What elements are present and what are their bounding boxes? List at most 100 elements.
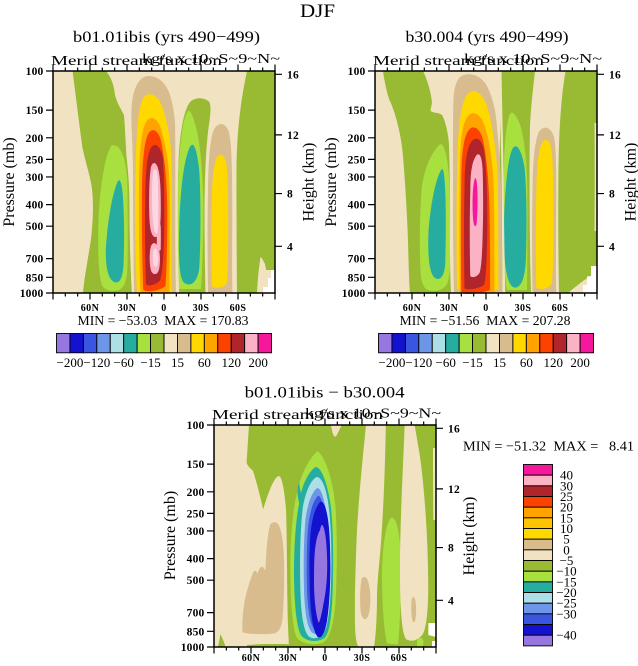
- svg-text:−30: −30: [556, 606, 576, 621]
- svg-text:30S: 30S: [515, 303, 532, 314]
- svg-text:500: 500: [26, 221, 44, 233]
- svg-text:500: 500: [187, 575, 205, 587]
- svg-text:4: 4: [287, 241, 293, 253]
- svg-text:Height (km): Height (km): [461, 497, 478, 576]
- svg-text:Pressure (mb): Pressure (mb): [162, 491, 179, 580]
- svg-text:Height (km): Height (km): [623, 143, 638, 222]
- svg-text:1000: 1000: [342, 288, 366, 300]
- svg-text:400: 400: [26, 200, 44, 212]
- svg-text:MIN = −53.03 MAX = 170.83: MIN = −53.03 MAX = 170.83: [78, 314, 249, 329]
- svg-text:−40: −40: [556, 628, 576, 643]
- svg-text:200: 200: [26, 133, 44, 145]
- svg-text:kg/s x 10~S~9~N~: kg/s x 10~S~9~N~: [142, 52, 281, 67]
- svg-text:60N: 60N: [242, 653, 261, 664]
- svg-text:16: 16: [287, 69, 299, 81]
- svg-text:8: 8: [287, 189, 293, 201]
- svg-text:100: 100: [26, 66, 44, 78]
- svg-text:100: 100: [348, 66, 366, 78]
- svg-text:0: 0: [161, 303, 166, 314]
- svg-text:150: 150: [26, 105, 44, 117]
- svg-text:MIN = −51.56 MAX = 207.28: MIN = −51.56 MAX = 207.28: [400, 314, 571, 329]
- svg-text:−200: −200: [379, 355, 406, 370]
- svg-text:Pressure (mb): Pressure (mb): [323, 137, 340, 226]
- svg-text:−120: −120: [405, 355, 432, 370]
- svg-text:850: 850: [348, 272, 366, 284]
- svg-text:700: 700: [187, 608, 205, 620]
- svg-text:150: 150: [187, 459, 205, 471]
- svg-text:60N: 60N: [81, 303, 100, 314]
- svg-text:−5: −5: [560, 553, 574, 568]
- svg-text:60N: 60N: [403, 303, 422, 314]
- svg-text:4: 4: [448, 595, 454, 607]
- svg-text:Pressure (mb): Pressure (mb): [1, 137, 18, 226]
- svg-text:−15: −15: [462, 355, 482, 370]
- svg-text:60: 60: [520, 355, 533, 370]
- svg-text:−15: −15: [140, 355, 160, 370]
- svg-text:30: 30: [560, 478, 573, 493]
- svg-text:20: 20: [560, 500, 573, 515]
- svg-text:−10: −10: [556, 564, 576, 579]
- svg-text:15: 15: [171, 355, 184, 370]
- svg-text:300: 300: [26, 172, 44, 184]
- svg-text:−120: −120: [83, 355, 110, 370]
- svg-text:12: 12: [609, 130, 621, 142]
- svg-text:250: 250: [348, 154, 366, 166]
- svg-text:30N: 30N: [118, 303, 137, 314]
- svg-text:60S: 60S: [391, 653, 408, 664]
- svg-text:60S: 60S: [230, 303, 247, 314]
- svg-text:500: 500: [348, 221, 366, 233]
- svg-text:700: 700: [26, 254, 44, 266]
- svg-text:kg/s x 10~S~9~N~: kg/s x 10~S~9~N~: [464, 52, 603, 67]
- svg-text:12: 12: [287, 130, 299, 142]
- svg-text:4: 4: [609, 241, 615, 253]
- svg-text:120: 120: [221, 355, 241, 370]
- svg-text:850: 850: [26, 272, 44, 284]
- svg-text:250: 250: [187, 508, 205, 520]
- svg-text:5: 5: [563, 532, 570, 547]
- svg-text:−200: −200: [57, 355, 84, 370]
- svg-text:300: 300: [187, 526, 205, 538]
- svg-text:60S: 60S: [552, 303, 569, 314]
- svg-text:200: 200: [570, 355, 590, 370]
- svg-text:16: 16: [448, 423, 460, 435]
- svg-text:700: 700: [348, 254, 366, 266]
- svg-text:150: 150: [348, 105, 366, 117]
- svg-text:16: 16: [609, 69, 621, 81]
- svg-text:200: 200: [187, 487, 205, 499]
- svg-text:850: 850: [187, 626, 205, 638]
- svg-text:25: 25: [560, 489, 573, 504]
- svg-text:Height (km): Height (km): [301, 143, 318, 222]
- svg-text:b01.01ibis − b30.004: b01.01ibis − b30.004: [245, 385, 405, 402]
- svg-text:250: 250: [26, 154, 44, 166]
- svg-text:60: 60: [198, 355, 211, 370]
- svg-text:12: 12: [448, 484, 460, 496]
- svg-text:kg/s x 10~S~9~N~: kg/s x 10~S~9~N~: [305, 407, 442, 422]
- svg-text:200: 200: [348, 133, 366, 145]
- svg-text:Merid stream function: Merid stream function: [373, 54, 544, 69]
- svg-text:15: 15: [560, 510, 573, 525]
- svg-text:0: 0: [483, 303, 488, 314]
- svg-text:−15: −15: [556, 574, 576, 589]
- svg-text:1000: 1000: [20, 288, 44, 300]
- svg-text:0: 0: [563, 542, 570, 557]
- svg-text:Merid stream function: Merid stream function: [212, 408, 383, 423]
- svg-text:DJF: DJF: [300, 1, 335, 22]
- svg-text:400: 400: [348, 200, 366, 212]
- svg-text:−20: −20: [556, 585, 576, 600]
- svg-text:30S: 30S: [354, 653, 371, 664]
- svg-text:b01.01ibis (yrs 490−499): b01.01ibis (yrs 490−499): [73, 29, 260, 46]
- svg-text:40: 40: [560, 468, 573, 483]
- svg-text:MIN = −51.32 MAX = 8.41: MIN = −51.32 MAX = 8.41: [463, 439, 634, 454]
- svg-text:1000: 1000: [181, 642, 205, 654]
- svg-text:−25: −25: [556, 596, 576, 611]
- svg-text:300: 300: [348, 172, 366, 184]
- svg-text:30N: 30N: [279, 653, 298, 664]
- svg-text:100: 100: [187, 420, 205, 432]
- svg-text:8: 8: [448, 543, 454, 555]
- svg-text:30S: 30S: [193, 303, 210, 314]
- svg-text:10: 10: [560, 521, 573, 536]
- svg-text:30N: 30N: [440, 303, 459, 314]
- svg-text:0: 0: [322, 653, 327, 664]
- svg-text:200: 200: [248, 355, 268, 370]
- svg-text:15: 15: [493, 355, 506, 370]
